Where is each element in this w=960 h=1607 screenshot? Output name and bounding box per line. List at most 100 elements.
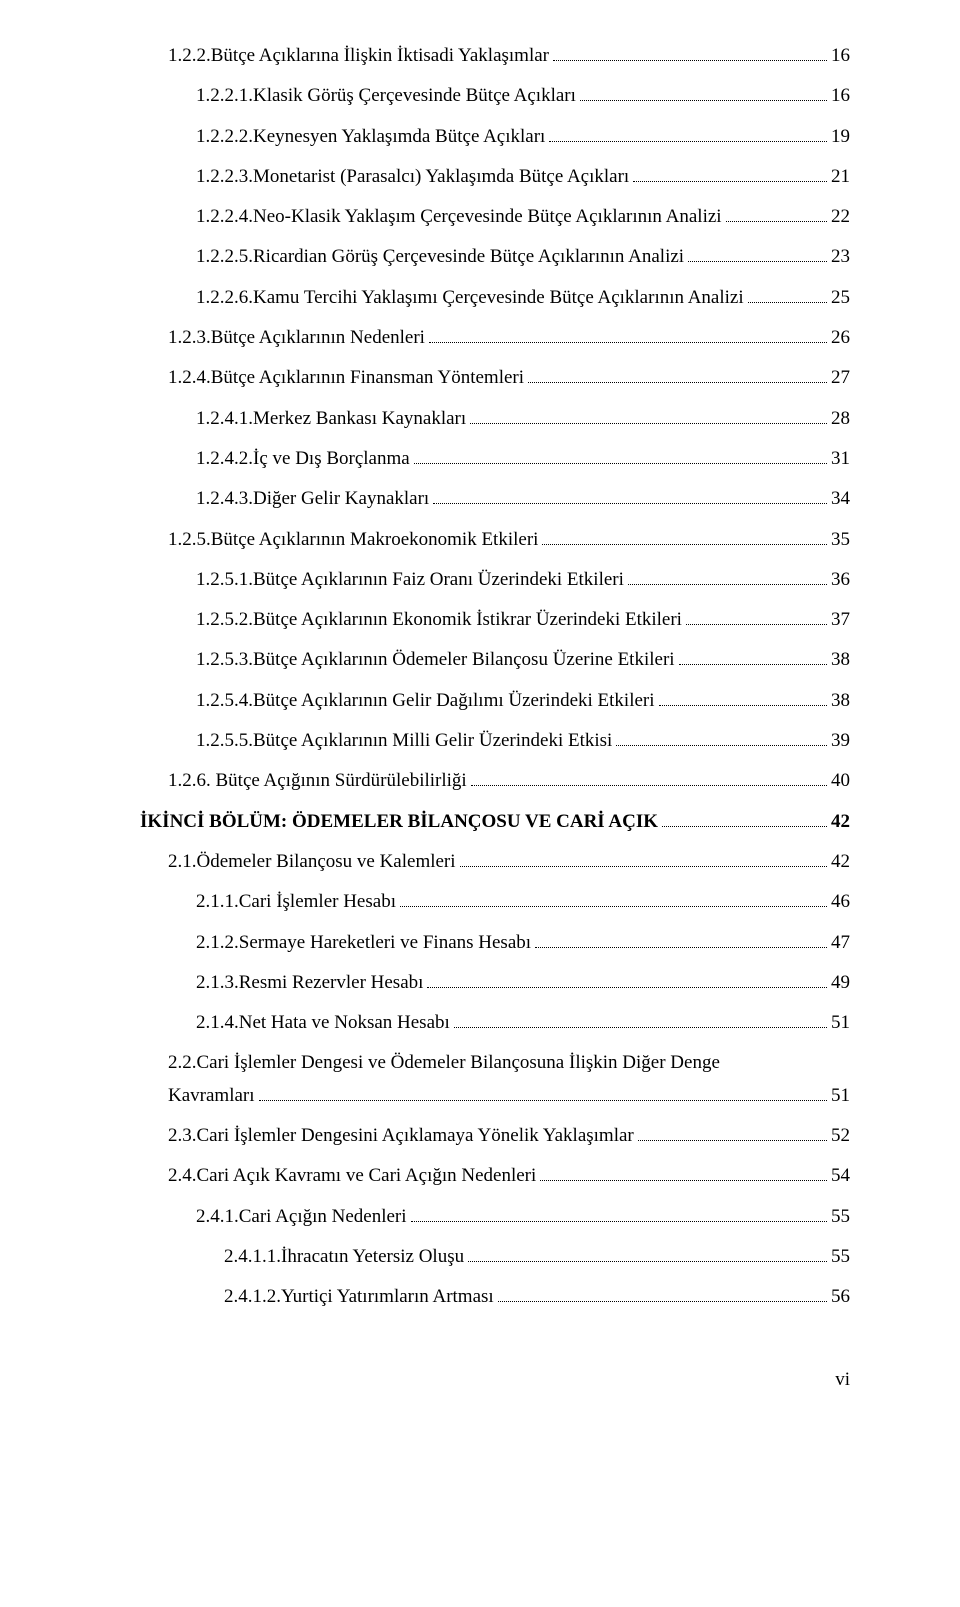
toc-entry: 1.2.4.1.Merkez Bankası Kaynakları28 [140, 403, 850, 435]
toc-entry: 2.1.4.Net Hata ve Noksan Hesabı 51 [140, 1007, 850, 1039]
toc-entry-text: 2.2.Cari İşlemler Dengesi ve Ödemeler Bi… [168, 1047, 850, 1079]
toc-entry-page: 56 [831, 1281, 850, 1313]
toc-entry: 1.2.5.1.Bütçe Açıklarının Faiz Oranı Üze… [140, 564, 850, 596]
toc-entry-text: 1.2.5.1.Bütçe Açıklarının Faiz Oranı Üze… [196, 564, 624, 596]
toc-entry-text: 2.4.Cari Açık Kavramı ve Cari Açığın Ned… [168, 1160, 536, 1192]
toc-leader-dots [659, 688, 827, 706]
toc-entry-text: 2.4.1.2.Yurtiçi Yatırımların Artması [224, 1281, 494, 1313]
toc-leader-dots [259, 1083, 827, 1101]
toc-entry-text: 1.2.5.4.Bütçe Açıklarının Gelir Dağılımı… [196, 685, 655, 717]
toc-entry: 1.2.2.2.Keynesyen Yaklaşımda Bütçe Açıkl… [140, 121, 850, 153]
toc-entry: 1.2.6. Bütçe Açığının Sürdürülebilirliği… [140, 765, 850, 797]
toc-entry-text: İKİNCİ BÖLÜM: ÖDEMELER BİLANÇOSU VE CARİ… [140, 806, 658, 838]
toc-entry-text: 1.2.4.3.Diğer Gelir Kaynakları [196, 483, 429, 515]
toc-leader-dots [633, 164, 827, 182]
toc-entry: 1.2.2.4.Neo-Klasik Yaklaşım Çerçevesinde… [140, 201, 850, 233]
toc-entry: 2.1.3.Resmi Rezervler Hesabı49 [140, 967, 850, 999]
toc-entry-text: 1.2.2.6.Kamu Tercihi Yaklaşımı Çerçevesi… [196, 282, 744, 314]
toc-entry: 2.1.2.Sermaye Hareketleri ve Finans Hesa… [140, 927, 850, 959]
toc-entry-text: 2.4.1.1.İhracatın Yetersiz Oluşu [224, 1241, 464, 1273]
toc-entry-text: 2.1.1.Cari İşlemler Hesabı [196, 886, 396, 918]
toc-leader-dots [411, 1204, 827, 1222]
page-number: vi [140, 1364, 850, 1396]
toc-entry-page: 36 [831, 564, 850, 596]
toc-entry: 1.2.4.Bütçe Açıklarının Finansman Yöntem… [140, 362, 850, 394]
toc-entry-text: 1.2.2.5.Ricardian Görüş Çerçevesinde Büt… [196, 241, 684, 273]
toc-entry-text: 2.1.2.Sermaye Hareketleri ve Finans Hesa… [196, 927, 531, 959]
toc-entry-text: 1.2.2.Bütçe Açıklarına İlişkin İktisadi … [168, 40, 549, 72]
toc-leader-dots [414, 446, 827, 464]
toc-entry: 1.2.2.5.Ricardian Görüş Çerçevesinde Büt… [140, 241, 850, 273]
toc-entry-text: Kavramları [168, 1080, 255, 1112]
toc-entry-text: 2.4.1.Cari Açığın Nedenleri [196, 1201, 407, 1233]
toc-leader-dots [498, 1284, 827, 1302]
toc-entry-page: 16 [831, 40, 850, 72]
toc-entry: 1.2.2.6.Kamu Tercihi Yaklaşımı Çerçevesi… [140, 282, 850, 314]
toc-entry: 1.2.4.2.İç ve Dış Borçlanma31 [140, 443, 850, 475]
toc-entry-text: 1.2.2.4.Neo-Klasik Yaklaşım Çerçevesinde… [196, 201, 722, 233]
toc-leader-dots [580, 83, 827, 101]
toc-entry-page: 46 [831, 886, 850, 918]
toc-entry-text: 2.1.4.Net Hata ve Noksan Hesabı [196, 1007, 450, 1039]
toc-entry: 2.4.Cari Açık Kavramı ve Cari Açığın Ned… [140, 1160, 850, 1192]
toc-entry-page: 25 [831, 282, 850, 314]
toc-entry-text: 1.2.4.1.Merkez Bankası Kaynakları [196, 403, 466, 435]
toc-entry-text: 1.2.5.3.Bütçe Açıklarının Ödemeler Bilan… [196, 644, 675, 676]
toc-entry: 1.2.5.3.Bütçe Açıklarının Ödemeler Bilan… [140, 644, 850, 676]
toc-leader-dots [429, 325, 827, 343]
table-of-contents: 1.2.2.Bütçe Açıklarına İlişkin İktisadi … [140, 40, 850, 1314]
toc-entry-page: 39 [831, 725, 850, 757]
toc-leader-dots [470, 406, 827, 424]
toc-entry-page: 55 [831, 1241, 850, 1273]
toc-entry-page: 23 [831, 241, 850, 273]
toc-entry-text: 1.2.6. Bütçe Açığının Sürdürülebilirliği [168, 765, 467, 797]
toc-entry-text: 1.2.4.2.İç ve Dış Borçlanma [196, 443, 410, 475]
toc-entry-text: 1.2.3.Bütçe Açıklarının Nedenleri [168, 322, 425, 354]
toc-entry: 1.2.2.3.Monetarist (Parasalcı) Yaklaşımd… [140, 161, 850, 193]
toc-entry-page: 38 [831, 644, 850, 676]
toc-entry: 1.2.3.Bütçe Açıklarının Nedenleri26 [140, 322, 850, 354]
toc-leader-dots [468, 1244, 827, 1262]
toc-entry-page: 55 [831, 1201, 850, 1233]
toc-entry-text: 1.2.5.Bütçe Açıklarının Makroekonomik Et… [168, 524, 538, 556]
toc-entry-page: 38 [831, 685, 850, 717]
toc-entry-text: 1.2.5.5.Bütçe Açıklarının Milli Gelir Üz… [196, 725, 612, 757]
toc-leader-dots [679, 647, 827, 665]
toc-leader-dots [662, 809, 827, 827]
toc-entry-text: 2.3.Cari İşlemler Dengesini Açıklamaya Y… [168, 1120, 634, 1152]
toc-entry-page: 40 [831, 765, 850, 797]
toc-leader-dots [528, 365, 827, 383]
toc-entry: 2.1.1.Cari İşlemler Hesabı 46 [140, 886, 850, 918]
toc-entry-page: 51 [831, 1007, 850, 1039]
toc-leader-dots [726, 204, 827, 222]
toc-entry: 1.2.5.4.Bütçe Açıklarının Gelir Dağılımı… [140, 685, 850, 717]
toc-leader-dots [540, 1163, 827, 1181]
toc-entry-page: 19 [831, 121, 850, 153]
toc-entry: 2.1.Ödemeler Bilançosu ve Kalemleri42 [140, 846, 850, 878]
toc-entry-text: 1.2.2.2.Keynesyen Yaklaşımda Bütçe Açıkl… [196, 121, 545, 153]
toc-entry: 1.2.2.Bütçe Açıklarına İlişkin İktisadi … [140, 40, 850, 72]
toc-entry-text: 2.1.3.Resmi Rezervler Hesabı [196, 967, 423, 999]
toc-entry: 2.4.1.Cari Açığın Nedenleri 55 [140, 1201, 850, 1233]
toc-leader-dots [400, 889, 827, 907]
toc-entry-page: 42 [831, 806, 850, 838]
toc-leader-dots [427, 970, 827, 988]
toc-leader-dots [535, 929, 827, 947]
toc-entry-page: 51 [831, 1080, 850, 1112]
toc-leader-dots [748, 285, 827, 303]
toc-entry-page: 21 [831, 161, 850, 193]
toc-entry-page: 37 [831, 604, 850, 636]
toc-entry-page: 54 [831, 1160, 850, 1192]
toc-leader-dots [553, 43, 827, 61]
toc-entry: 1.2.5.Bütçe Açıklarının Makroekonomik Et… [140, 524, 850, 556]
toc-leader-dots [688, 244, 827, 262]
toc-entry: 1.2.5.5.Bütçe Açıklarının Milli Gelir Üz… [140, 725, 850, 757]
toc-entry-page: 35 [831, 524, 850, 556]
toc-leader-dots [471, 768, 827, 786]
toc-entry: 2.3.Cari İşlemler Dengesini Açıklamaya Y… [140, 1120, 850, 1152]
toc-entry-page: 42 [831, 846, 850, 878]
toc-entry-page: 47 [831, 927, 850, 959]
toc-entry: 1.2.2.1.Klasik Görüş Çerçevesinde Bütçe … [140, 80, 850, 112]
toc-entry-text: 1.2.2.1.Klasik Görüş Çerçevesinde Bütçe … [196, 80, 576, 112]
toc-entry-page: 27 [831, 362, 850, 394]
